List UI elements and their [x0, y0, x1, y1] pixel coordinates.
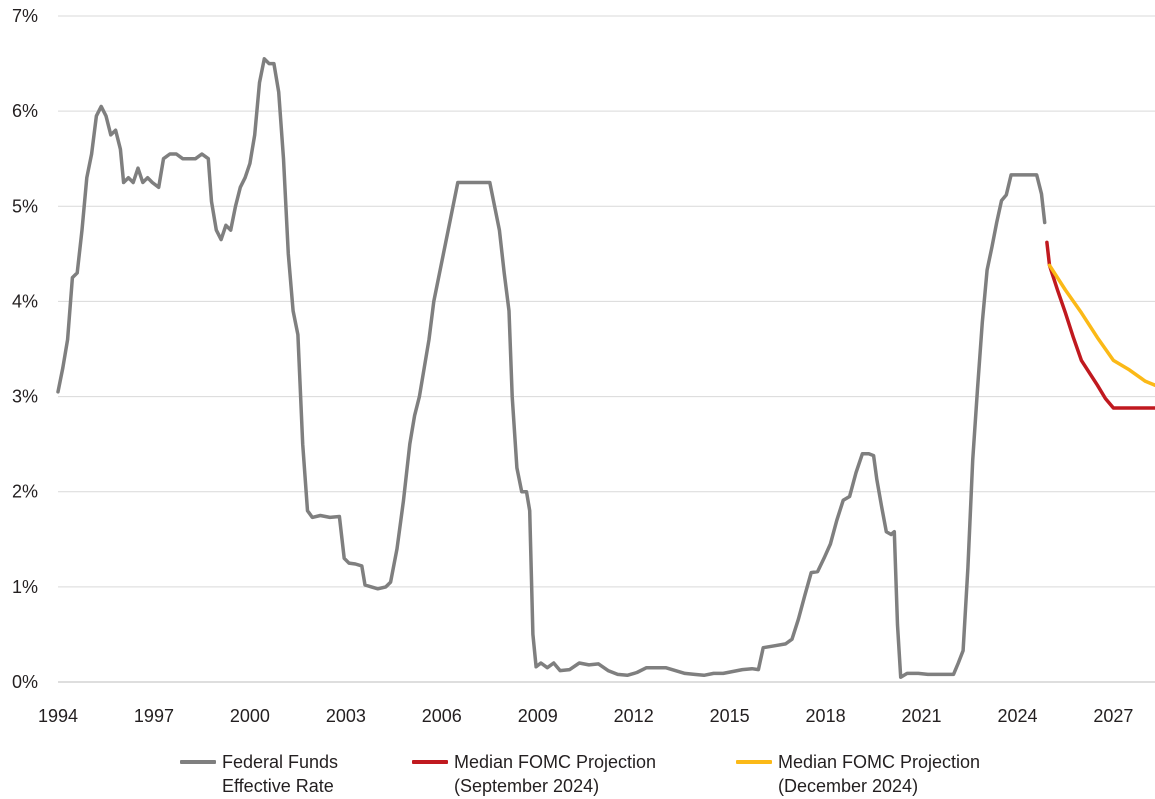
series-line-fomc-december — [1047, 263, 1155, 387]
legend-swatch-fed-funds — [180, 760, 216, 764]
x-tick-label: 1997 — [134, 706, 174, 726]
legend-label-fomc-september: Median FOMC Projection (September 2024) — [454, 752, 657, 796]
y-tick-label: 6% — [12, 101, 38, 121]
legend: Federal Funds Effective Rate Median FOMC… — [0, 750, 1155, 799]
x-tick-label: 2018 — [806, 706, 846, 726]
legend-swatch-fomc-december — [736, 760, 772, 764]
series-line-fed-funds — [56, 57, 1047, 679]
y-tick-label: 4% — [12, 291, 38, 311]
legend-swatch-fomc-september — [412, 760, 448, 764]
x-tick-label: 2003 — [326, 706, 366, 726]
y-tick-label: 3% — [12, 387, 38, 407]
legend-item-fed-funds: Federal Funds Effective Rate — [180, 750, 338, 798]
x-tick-label: 1994 — [38, 706, 78, 726]
y-tick-label: 5% — [12, 196, 38, 216]
series-lines — [56, 57, 1155, 679]
line-chart: 0% 1% 2% 3% 4% 5% 6% 7% 1994 1997 2000 2003 2006 200… — [12, 6, 1155, 726]
x-tick-label: 2000 — [230, 706, 270, 726]
y-tick-label: 2% — [12, 482, 38, 502]
gridlines — [58, 15, 1155, 683]
x-tick-label: 2027 — [1093, 706, 1133, 726]
series-line-fomc-september — [1045, 240, 1155, 410]
y-tick-label: 7% — [12, 6, 38, 26]
y-tick-label: 1% — [12, 577, 38, 597]
legend-label-fomc-december: Median FOMC Projection (December 2024) — [778, 752, 981, 796]
x-tick-label: 2009 — [518, 706, 558, 726]
legend-item-fomc-december: Median FOMC Projection (December 2024) — [736, 750, 980, 798]
x-tick-label: 2021 — [902, 706, 942, 726]
x-axis-tick-labels: 1994 1997 2000 2003 2006 2009 2012 2015 2018 2021… — [38, 706, 1133, 726]
y-axis-tick-labels: 0% 1% 2% 3% 4% 5% 6% 7% — [12, 6, 38, 692]
y-tick-label: 0% — [12, 672, 38, 692]
x-tick-label: 2024 — [997, 706, 1037, 726]
legend-item-fomc-september: Median FOMC Projection (September 2024) — [412, 750, 656, 798]
x-tick-label: 2012 — [614, 706, 654, 726]
legend-label-fed-funds: Federal Funds Effective Rate — [222, 752, 339, 796]
x-tick-label: 2015 — [710, 706, 750, 726]
x-tick-label: 2006 — [422, 706, 462, 726]
